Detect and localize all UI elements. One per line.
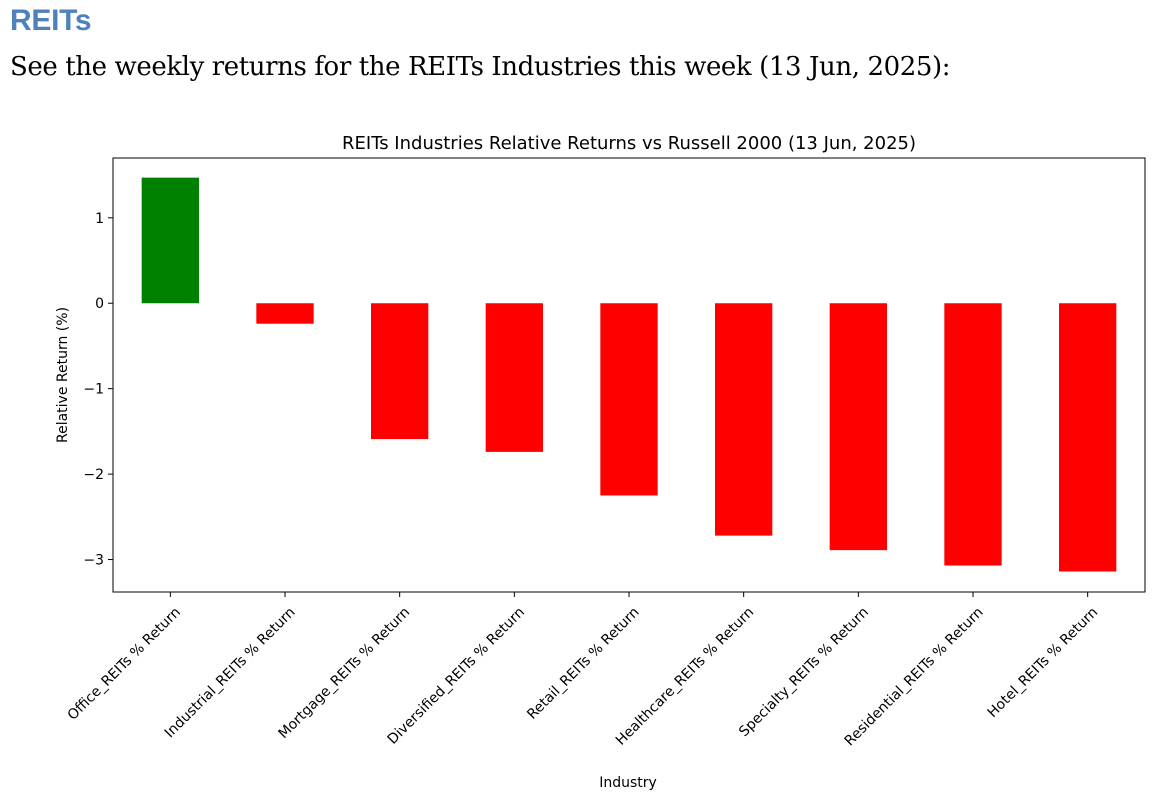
y-tick-label: 0 [95, 296, 104, 312]
bar-6 [715, 303, 773, 536]
x-tick-label: Mortgage_REITs % Return [276, 604, 414, 742]
intro-text: See the weekly returns for the REITs Ind… [10, 52, 951, 82]
bar-9 [1059, 303, 1117, 572]
x-tick-label: Retail_REITs % Return [524, 604, 642, 722]
y-axis-label: Relative Return (%) [55, 307, 71, 443]
bar-3 [371, 303, 429, 440]
y-tick-label: −2 [83, 467, 104, 483]
x-tick-label: Industrial_REITs % Return [162, 604, 299, 741]
bar-1 [141, 177, 199, 304]
y-tick-label: −3 [83, 553, 104, 569]
y-axis: 1 0 −1 −2 −3 [83, 211, 113, 569]
bar-2 [256, 303, 314, 324]
x-tick-label: Residential_REITs % Return [842, 604, 987, 749]
bar-8 [944, 303, 1002, 566]
x-axis-label: Industry [599, 775, 657, 791]
bar-5 [600, 303, 658, 496]
bar-group [141, 177, 1117, 572]
section-heading: REITs [10, 4, 92, 37]
chart-title: REITs Industries Relative Returns vs Rus… [342, 133, 916, 154]
x-tick-label: Healthcare_REITs % Return [613, 604, 757, 748]
x-tick-label: Diversified_REITs % Return [385, 604, 528, 747]
y-tick-label: −1 [83, 382, 104, 398]
x-tick-label: Specialty_REITs % Return [736, 604, 872, 740]
bar-7 [829, 303, 887, 551]
y-tick-label: 1 [95, 211, 104, 227]
bar-4 [485, 303, 543, 452]
x-tick-label: Hotel_REITs % Return [985, 604, 1102, 721]
x-tick-label: Office_REITs % Return [65, 604, 184, 723]
